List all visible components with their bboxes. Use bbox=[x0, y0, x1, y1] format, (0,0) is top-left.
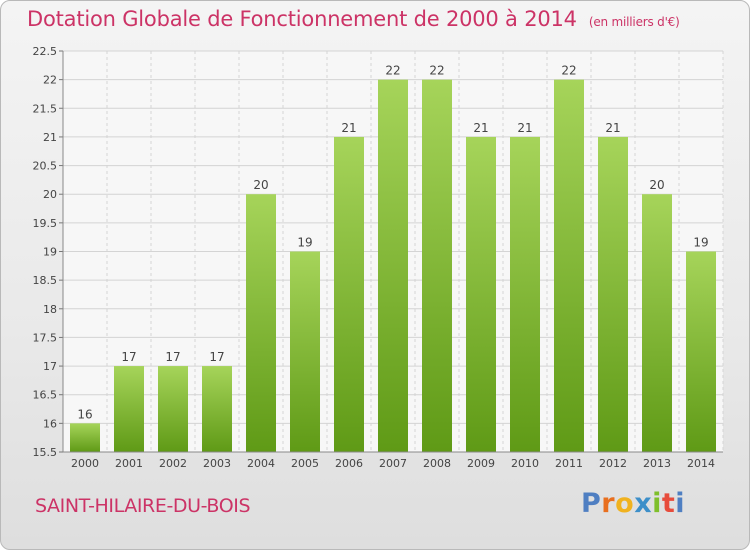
logo-letter: r bbox=[601, 488, 616, 519]
x-tick-label: 2003 bbox=[203, 457, 231, 470]
x-tick-label: 2010 bbox=[511, 457, 539, 470]
x-tick-label: 2008 bbox=[423, 457, 451, 470]
data-label: 17 bbox=[209, 350, 224, 364]
x-tick-label: 2013 bbox=[643, 457, 671, 470]
y-tick-label: 18.5 bbox=[33, 274, 58, 287]
y-tick-label: 20 bbox=[43, 188, 57, 201]
x-tick-label: 2002 bbox=[159, 457, 187, 470]
bar bbox=[422, 79, 452, 453]
bar bbox=[70, 423, 100, 452]
data-label: 16 bbox=[77, 407, 92, 421]
x-tick-label: 2007 bbox=[379, 457, 407, 470]
y-tick-label: 17 bbox=[43, 360, 57, 373]
bar bbox=[202, 366, 232, 452]
data-label: 21 bbox=[517, 121, 532, 135]
x-tick-label: 2006 bbox=[335, 457, 363, 470]
y-tick-label: 16 bbox=[43, 417, 57, 430]
data-label: 19 bbox=[693, 236, 708, 250]
y-tick-label: 22 bbox=[43, 74, 57, 87]
x-tick-label: 2005 bbox=[291, 457, 319, 470]
bar bbox=[246, 194, 276, 452]
y-tick-label: 21 bbox=[43, 131, 57, 144]
data-label: 22 bbox=[561, 64, 576, 78]
bar bbox=[290, 251, 320, 452]
bar bbox=[378, 79, 408, 453]
chart-title: Dotation Globale de Fonctionnement de 20… bbox=[27, 7, 680, 31]
data-label: 21 bbox=[605, 121, 620, 135]
chart-title-text: Dotation Globale de Fonctionnement de 20… bbox=[27, 7, 577, 31]
bar bbox=[158, 366, 188, 452]
y-tick-label: 21.5 bbox=[33, 102, 58, 115]
proxiti-logo[interactable]: Proxiti bbox=[581, 488, 685, 519]
y-tick-label: 22.5 bbox=[33, 45, 58, 58]
bar bbox=[686, 251, 716, 452]
y-tick-label: 18 bbox=[43, 303, 57, 316]
y-tick-label: 17.5 bbox=[33, 331, 58, 344]
logo-letter: P bbox=[581, 488, 602, 519]
bar bbox=[642, 194, 672, 452]
data-labels: 16 17 17 17 20 19 21 22 22 21 21 22 21 20 19 bbox=[77, 64, 708, 422]
x-tick-label: 2014 bbox=[687, 457, 715, 470]
data-label: 19 bbox=[297, 236, 312, 250]
bar bbox=[334, 136, 364, 452]
logo-letter: t bbox=[661, 488, 676, 519]
bar bbox=[554, 79, 584, 453]
data-label: 20 bbox=[253, 178, 268, 192]
bar bbox=[598, 136, 628, 452]
place-name: SAINT-HILAIRE-DU-BOIS bbox=[35, 495, 251, 517]
data-label: 20 bbox=[649, 178, 664, 192]
logo-letter: i bbox=[675, 488, 686, 519]
bar bbox=[510, 136, 540, 452]
bars bbox=[70, 79, 716, 453]
data-label: 22 bbox=[429, 64, 444, 78]
x-tick-label: 2011 bbox=[555, 457, 583, 470]
bar bbox=[466, 136, 496, 452]
x-tick-label: 2009 bbox=[467, 457, 495, 470]
chart-unit-note: (en milliers d'€) bbox=[588, 15, 680, 29]
y-tick-label: 16.5 bbox=[33, 389, 58, 402]
x-tick-label: 2012 bbox=[599, 457, 627, 470]
logo-letter: x bbox=[634, 488, 653, 519]
data-label: 22 bbox=[385, 64, 400, 78]
bar bbox=[114, 366, 144, 452]
axes: 15.5 16 16.5 17 17.5 18 18.5 19 19.5 20 20.5 21 21.5… bbox=[33, 45, 723, 470]
x-tick-label: 2001 bbox=[115, 457, 143, 470]
data-label: 21 bbox=[341, 121, 356, 135]
y-tick-label: 19 bbox=[43, 246, 57, 259]
x-tick-label: 2004 bbox=[247, 457, 275, 470]
data-label: 21 bbox=[473, 121, 488, 135]
logo-letter: o bbox=[615, 488, 635, 519]
y-tick-label: 19.5 bbox=[33, 217, 58, 230]
data-label: 17 bbox=[121, 350, 136, 364]
x-tick-label: 2000 bbox=[71, 457, 99, 470]
y-tick-label: 20.5 bbox=[33, 160, 58, 173]
data-label: 17 bbox=[165, 350, 180, 364]
logo-letter: i bbox=[652, 488, 662, 519]
y-tick-label: 15.5 bbox=[33, 446, 58, 459]
